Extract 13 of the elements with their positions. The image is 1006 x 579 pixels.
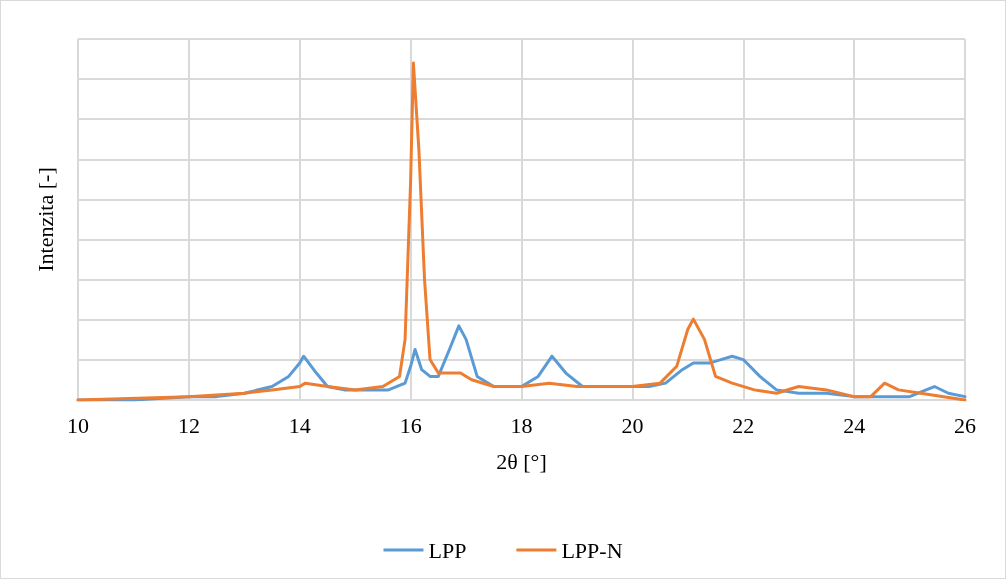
x-tick-label: 10 — [67, 412, 89, 438]
x-tick-label: 18 — [510, 412, 533, 438]
x-tick-label: 26 — [954, 412, 976, 438]
x-tick-label: 22 — [732, 412, 755, 438]
x-tick-label: 14 — [288, 412, 311, 438]
x-tick-label: 24 — [843, 412, 866, 438]
x-tick-label: 16 — [399, 412, 422, 438]
legend-label: LPP-N — [561, 537, 623, 563]
x-tick-label: 20 — [621, 412, 644, 438]
y-axis-title: Intenzita [-] — [32, 167, 58, 272]
x-axis-title: 2θ [°] — [496, 448, 547, 474]
legend-label: LPP — [428, 537, 467, 563]
x-tick-label: 12 — [177, 412, 200, 438]
